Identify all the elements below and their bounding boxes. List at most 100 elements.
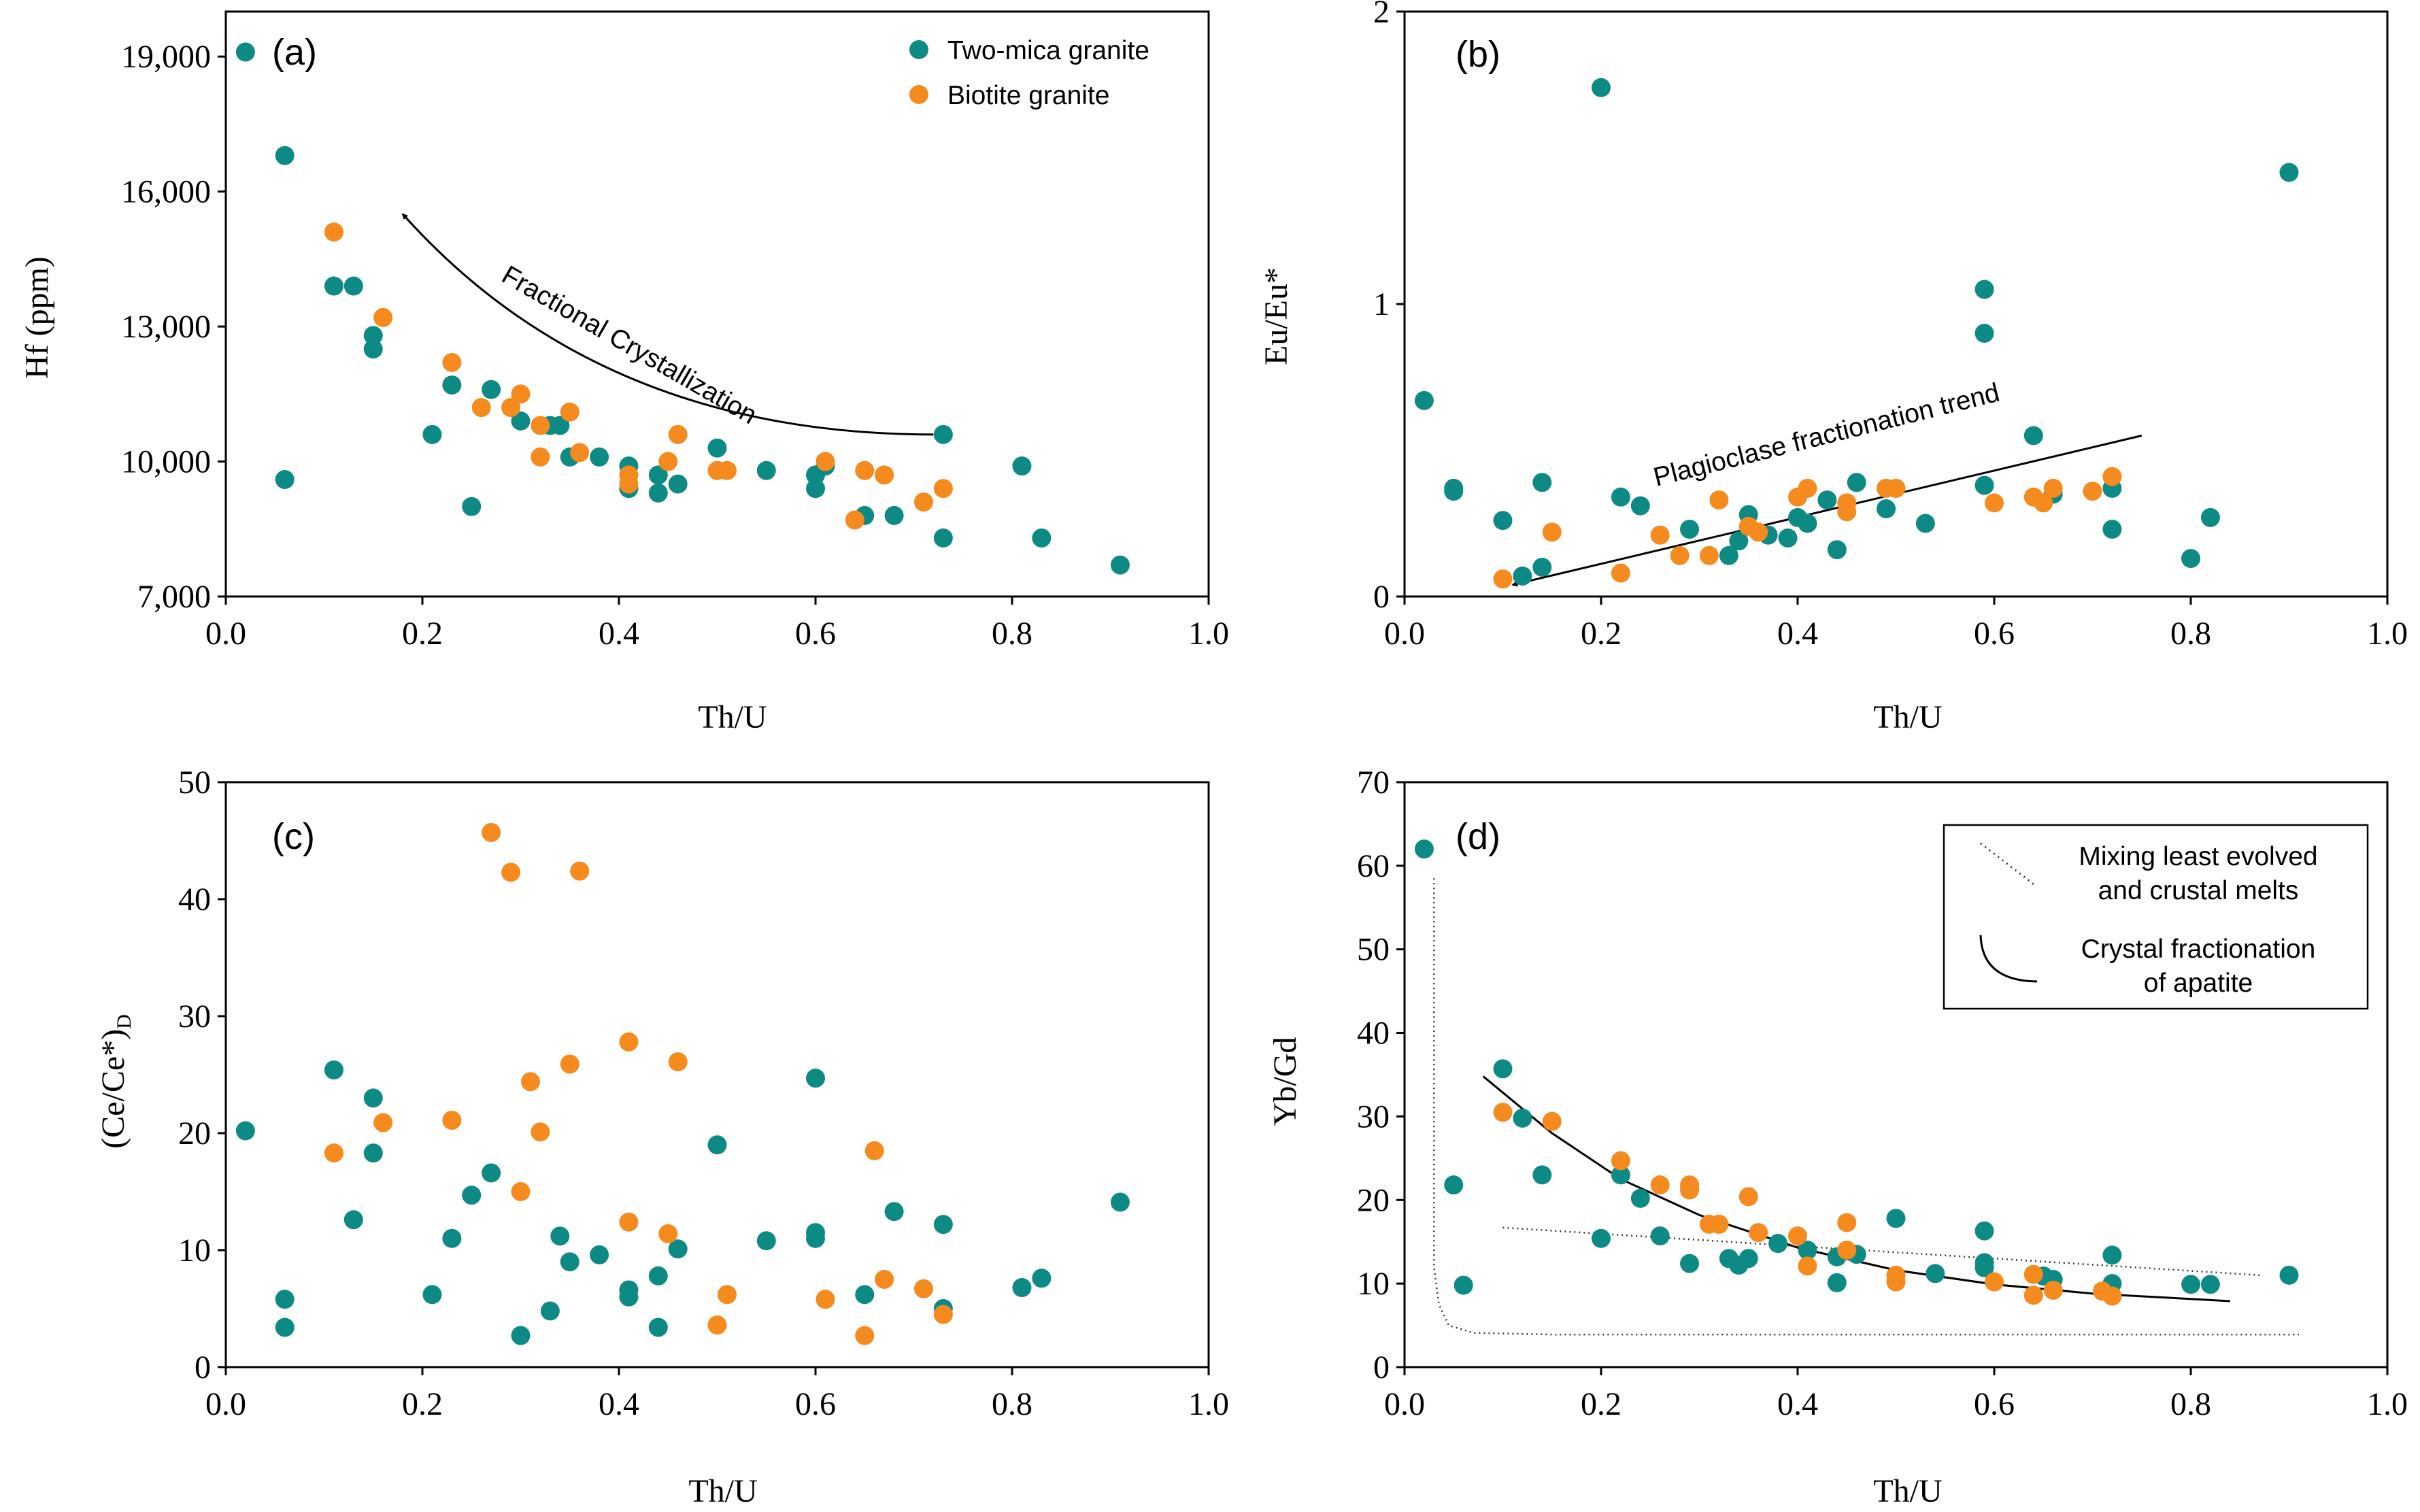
two-mica-granite-point	[2200, 1275, 2220, 1294]
two-mica-granite-point	[2200, 507, 2220, 527]
two-mica-granite-point	[1680, 520, 1700, 539]
two-mica-granite-point	[1650, 1226, 1670, 1246]
two-mica-granite-point	[560, 1252, 579, 1272]
y-tick-label: 50	[178, 765, 211, 801]
panel-c-ce-anomaly-vs-thu: 0.0 0.2 0.4 0.6 0.8 1.0 0 10 20 30 40 50 (c) Th/U (…	[95, 765, 1229, 1509]
x-tick-label: 1.0	[2367, 1386, 2408, 1422]
two-mica-granite-point	[1012, 456, 1032, 476]
y-tick-label: 0	[1373, 579, 1390, 615]
legend-label-two-mica: Two-mica granite	[947, 36, 1149, 65]
biotite-granite-point	[511, 384, 531, 404]
y-tick-label: 60	[1357, 848, 1390, 884]
biotite-granite-point	[570, 443, 590, 463]
two-mica-granite-point	[1414, 839, 1434, 859]
two-mica-granite-point	[235, 1121, 255, 1141]
apatite-fractionation-curve	[1482, 1075, 2230, 1303]
biotite-granite-point	[324, 1143, 343, 1163]
x-axis-title: Th/U	[1873, 1473, 1942, 1509]
two-mica-granite-point	[1738, 1249, 1758, 1269]
x-axis-title: Th/U	[1873, 699, 1942, 735]
x-tick-label: 0.4	[1777, 1386, 1818, 1422]
panel-label: (c)	[272, 816, 315, 857]
two-mica-granite-point	[1012, 1278, 1032, 1298]
two-mica-granite-point	[2279, 1265, 2299, 1285]
two-mica-granite-point	[482, 1163, 501, 1183]
x-tick-label: 0.0	[205, 1386, 246, 1422]
biotite-granite-point	[845, 510, 864, 530]
y-tick-label: 1	[1373, 286, 1390, 322]
two-mica-granite-point	[2279, 163, 2299, 182]
biotite-granite-point	[2023, 1286, 2043, 1305]
x-tick-label: 0.2	[1581, 1386, 1621, 1422]
two-mica-granite-point	[1444, 1175, 1464, 1195]
two-mica-granite-point	[648, 483, 668, 503]
two-mica-granite-point	[2181, 549, 2200, 569]
biotite-granite-point	[619, 1032, 639, 1052]
mixing-curve	[1502, 1226, 2260, 1277]
x-tick-label: 0.6	[795, 616, 836, 652]
biotite-granite-point	[855, 460, 875, 480]
two-mica-granite-point	[1513, 566, 1532, 586]
two-mica-granite-point	[1817, 490, 1837, 510]
y-tick-label: 16,000	[121, 174, 211, 210]
x-tick-label: 0.6	[1974, 616, 2015, 652]
two-mica-granite-point	[1847, 473, 1866, 492]
legend: Two-mica granite Biotite granite	[909, 36, 1149, 110]
two-mica-granite-point	[1493, 511, 1513, 531]
legend-solid-curve-icon	[1979, 935, 2038, 983]
y-tick-label: 20	[1357, 1182, 1390, 1218]
biotite-granite-point	[933, 1305, 953, 1324]
two-mica-granite-point	[462, 497, 482, 516]
legend-label-mixing-line1: Mixing least evolved	[2079, 842, 2317, 871]
y-tick-label: 20	[178, 1115, 211, 1152]
x-tick-label: 0.6	[1974, 1386, 2015, 1422]
two-mica-granite-point	[1974, 475, 1994, 495]
biotite-granite-point	[531, 1122, 550, 1142]
y-tick-label: 13,000	[121, 309, 211, 345]
biotite-granite-point	[1709, 1214, 1729, 1234]
biotite-granite-point	[875, 465, 894, 485]
plot-frame	[224, 10, 1210, 598]
x-tick-label: 0.2	[402, 1386, 443, 1422]
biotite-granite-point	[373, 1113, 393, 1132]
biotite-granite-point	[560, 402, 579, 422]
two-mica-granite-point	[1926, 1264, 1945, 1283]
biotite-granite-point	[1985, 493, 2004, 513]
y-tick-label: 30	[1357, 1098, 1390, 1135]
y-tick-label: 10	[178, 1232, 211, 1269]
biotite-granite-point	[1749, 1223, 1768, 1243]
two-mica-granite-point	[1719, 545, 1738, 565]
two-mica-granite-point	[1110, 1192, 1130, 1212]
x-tick-label: 1.0	[2367, 616, 2408, 652]
two-mica-granite-point	[806, 479, 825, 499]
biotite-granite-point	[482, 822, 501, 842]
two-mica-granite-point	[855, 1285, 875, 1305]
two-mica-granite-point	[648, 1317, 668, 1337]
biotite-granite-point	[501, 398, 521, 418]
two-mica-granite-point	[1680, 1254, 1700, 1273]
biotite-granite-point	[707, 1315, 727, 1335]
two-mica-granite-point	[1032, 1269, 1052, 1288]
two-mica-granite-point	[550, 1226, 570, 1246]
legend-label-mixing-line2: and crustal melts	[2098, 876, 2299, 905]
y-axis-title: Eu/Eu*	[1258, 267, 1294, 365]
two-mica-granite-point	[343, 1210, 363, 1230]
x-tick-label: 0.4	[1777, 616, 1818, 652]
biotite-granite-point	[442, 1111, 462, 1130]
legend-marker-two-mica	[909, 40, 928, 59]
biotite-granite-point	[1886, 1265, 1906, 1285]
two-mica-granite-point	[324, 1060, 343, 1080]
two-mica-granite-point	[1513, 1108, 1532, 1128]
x-tick-label: 0.8	[992, 1386, 1032, 1422]
biotite-granite-point	[1542, 522, 1562, 542]
legend: Mixing least evolved and crustal melts C…	[1943, 824, 2369, 1010]
two-mica-granite-point	[707, 438, 727, 458]
y-axis-title-subscript: D	[113, 1014, 135, 1029]
biotite-granite-point	[658, 452, 678, 471]
biotite-granite-point	[668, 1052, 688, 1072]
two-mica-granite-point	[933, 528, 953, 548]
y-axis-title: Hf (ppm)	[19, 256, 55, 379]
y-tick-label: 19,000	[121, 39, 211, 75]
panel-b-eu-anomaly-vs-thu: 0.0 0.2 0.4 0.6 0.8 1.0 0 1 2 (b) Th/U Eu/Eu* Pl…	[1258, 0, 2408, 735]
